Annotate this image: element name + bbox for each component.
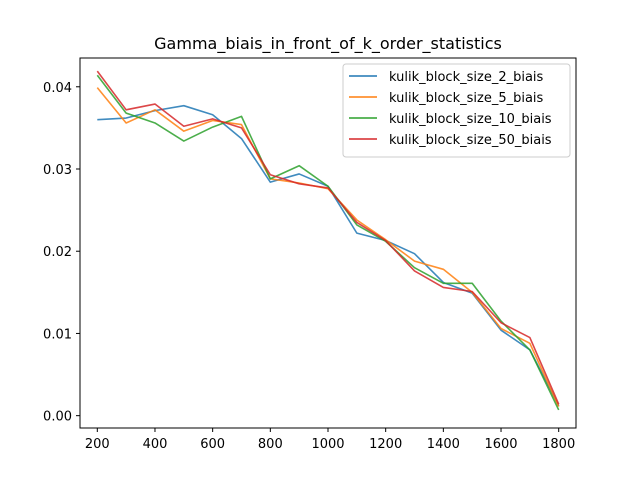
legend-box <box>342 63 571 158</box>
x-tick-label: 800 <box>258 437 283 452</box>
y-tick-label: 0.02 <box>43 245 72 260</box>
y-tick-label: 0.03 <box>43 163 72 178</box>
x-tick-label: 1200 <box>369 437 402 452</box>
x-tick-label: 200 <box>85 437 110 452</box>
series-layer <box>96 70 560 411</box>
x-tick-label: 1000 <box>311 437 344 452</box>
x-tick-label: 1800 <box>542 437 575 452</box>
legend-label: kulik_block_size_5_biais <box>389 91 544 106</box>
chart-title: Gamma_biais_in_front_of_k_order_statisti… <box>154 34 502 54</box>
legend-label: kulik_block_size_10_biais <box>389 112 552 127</box>
legend-label: kulik_block_size_50_biais <box>389 133 552 148</box>
series-line-3 <box>96 74 560 411</box>
y-tick-label: 0.04 <box>43 81 72 96</box>
x-tick-label: 1600 <box>484 437 517 452</box>
y-tick-label: 0.00 <box>43 410 72 425</box>
legend: kulik_block_size_2_biais kulik_block_size… <box>342 63 571 158</box>
legend-label: kulik_block_size_2_biais <box>389 70 544 85</box>
x-tick-label: 1400 <box>427 437 460 452</box>
x-tick-label: 400 <box>143 437 168 452</box>
x-tick-label: 600 <box>200 437 225 452</box>
axes-layer: 200 400 600 800 1000 1200 1400 1600 1800 0.00 0.01… <box>43 81 575 452</box>
series-line-4 <box>96 70 560 405</box>
y-tick-label: 0.01 <box>43 327 72 342</box>
